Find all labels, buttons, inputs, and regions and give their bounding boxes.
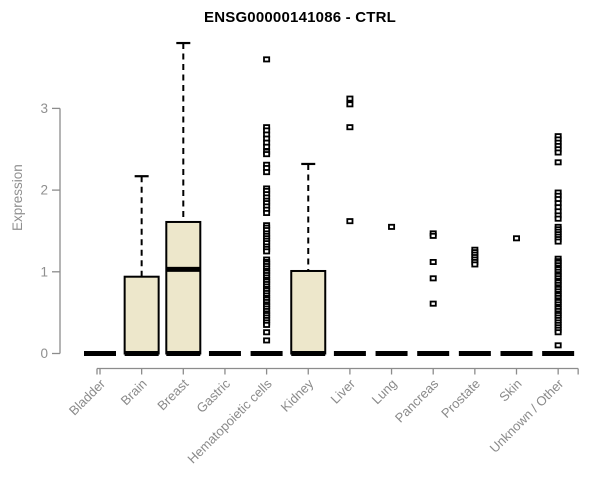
category-label-skin: Skin (496, 376, 524, 404)
outlier-point-unknown-other (554, 159, 562, 166)
outlier-point-hematopoietic-cells (263, 329, 271, 336)
outlier-point-hematopoietic-cells (263, 151, 271, 158)
category-label-prostate: Prostate (438, 376, 483, 421)
flat-bar-liver (333, 351, 366, 356)
outlier-point-lung (388, 223, 396, 230)
outlier-point-liver (346, 218, 354, 225)
box-bottom-breast (166, 351, 201, 356)
outlier-point-pancreas (429, 275, 437, 282)
outlier-point-hematopoietic-cells (263, 209, 271, 216)
outlier-point-prostate (471, 261, 479, 268)
category-label-lung: Lung (369, 376, 400, 407)
outlier-point-liver (346, 101, 354, 108)
box-brain (123, 275, 160, 355)
outlier-point-unknown-other (554, 329, 562, 336)
outlier-point-hematopoietic-cells (263, 169, 271, 176)
category-label-liver: Liver (327, 376, 358, 407)
category-label-brain: Brain (118, 376, 150, 408)
category-label-breast: Breast (154, 376, 191, 413)
outlier-point-unknown-other (554, 149, 562, 156)
outlier-point-hematopoietic-cells (263, 143, 271, 150)
category-label-kidney: Kidney (278, 376, 317, 415)
outlier-point-hematopoietic-cells (263, 248, 271, 255)
box-kidney (290, 269, 327, 355)
flat-bar-prostate (458, 351, 491, 356)
flat-bar-pancreas (417, 351, 450, 356)
category-label-gastric: Gastric (193, 376, 233, 416)
outlier-point-skin (513, 235, 521, 242)
outlier-point-liver (346, 95, 354, 102)
y-tick-label: 2 (40, 183, 48, 198)
category-label-bladder: Bladder (66, 376, 109, 419)
outlier-point-unknown-other (554, 342, 562, 349)
outlier-point-hematopoietic-cells (263, 337, 271, 344)
flat-bar-gastric (208, 351, 241, 356)
flat-bar-skin (500, 351, 533, 356)
box-breast (165, 220, 202, 355)
y-tick-label: 1 (40, 264, 48, 279)
outlier-point-pancreas (429, 232, 437, 239)
outlier-point-hematopoietic-cells (263, 56, 271, 63)
box-bottom-brain (124, 351, 159, 356)
category-label-pancreas: Pancreas (392, 376, 442, 426)
outlier-point-pancreas (429, 258, 437, 265)
outlier-point-unknown-other (554, 215, 562, 222)
outlier-point-unknown-other (554, 238, 562, 245)
y-tick-label: 0 (40, 346, 48, 361)
median-breast (166, 266, 201, 272)
outlier-point-pancreas (429, 300, 437, 307)
chart-title: ENSG00000141086 - CTRL (204, 9, 396, 26)
flat-bar-unknown-other (542, 351, 575, 356)
outlier-point-hematopoietic-cells (263, 321, 271, 328)
box-bottom-kidney (291, 351, 326, 356)
y-tick-label: 3 (40, 101, 48, 116)
category-label-unknown-other: Unknown / Other (487, 376, 567, 456)
flat-bar-hematopoietic-cells (250, 351, 283, 356)
outlier-point-liver (346, 124, 354, 131)
flat-bar-lung (375, 351, 408, 356)
flat-bar-bladder (84, 351, 116, 356)
